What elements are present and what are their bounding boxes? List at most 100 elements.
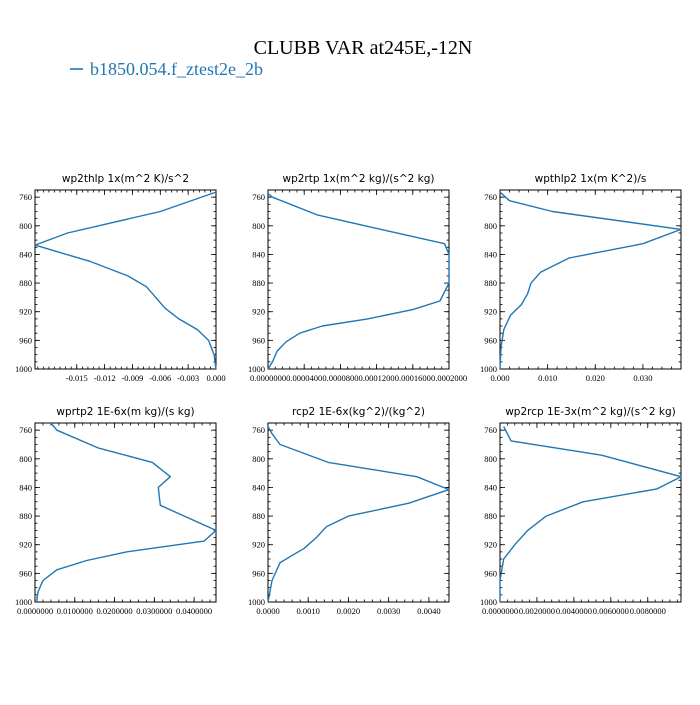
y-tick-label: 800	[484, 221, 497, 231]
x-tick-label: 0.000	[490, 373, 509, 383]
panel-title: wp2rcp 1E-3x(m^2 kg)/(s^2 kg)	[505, 406, 676, 418]
y-tick-label: 760	[19, 192, 32, 202]
x-tick-label: 0.0400000	[176, 606, 212, 616]
y-tick-label: 800	[484, 454, 497, 464]
panel-title: rcp2 1E-6x(kg^2)/(kg^2)	[292, 406, 425, 418]
y-tick-label: 880	[484, 278, 497, 288]
legend-label: b1850.054.f_ztest2e_2b	[90, 59, 263, 79]
y-tick-label: 840	[19, 482, 32, 492]
y-tick-label: 840	[484, 249, 497, 259]
x-tick-label: 0.0020	[337, 606, 360, 616]
x-tick-label: 0.0080000	[630, 606, 666, 616]
y-tick-label: 760	[252, 192, 265, 202]
y-tick-label: 880	[484, 511, 497, 521]
x-tick-label: 0.0000400	[286, 373, 322, 383]
panel-4: wprtp2 1E-6x(m kg)/(s kg) 760 800 840 880 920…	[15, 406, 217, 616]
y-tick-label: 760	[252, 425, 265, 435]
x-tick-label: 0.0001600	[395, 373, 431, 383]
y-tick-label: 1000	[15, 364, 32, 374]
y-tick-label: 1000	[248, 597, 265, 607]
y-tick-label: 800	[19, 221, 32, 231]
x-tick-label: 0.0300000	[136, 606, 172, 616]
y-tick-label: 760	[484, 192, 497, 202]
panel-5: rcp2 1E-6x(kg^2)/(kg^2) 760 800 840 880 920 96…	[248, 406, 450, 616]
x-tick-label: 0.0060000	[593, 606, 629, 616]
x-tick-label: 0.000	[206, 373, 225, 383]
x-tick-label: 0.0030	[377, 606, 400, 616]
y-tick-label: 880	[19, 511, 32, 521]
series-line	[36, 422, 217, 602]
panel-6: wp2rcp 1E-3x(m^2 kg)/(s^2 kg) 760 800 840 88…	[480, 406, 682, 616]
y-tick-label: 960	[19, 568, 32, 578]
y-tick-label: 800	[19, 454, 32, 464]
y-tick-label: 840	[252, 249, 265, 259]
chart-title: CLUBB VAR at245E,-12N	[254, 37, 473, 59]
series-line	[267, 193, 450, 370]
y-tick-label: 840	[252, 482, 265, 492]
x-tick-label: 0.0100000	[57, 606, 93, 616]
x-tick-label: 0.0000	[256, 606, 279, 616]
y-tick-label: 760	[484, 425, 497, 435]
y-tick-label: 960	[484, 568, 497, 578]
plot-frame	[499, 422, 682, 603]
y-tick-label: 880	[252, 511, 265, 521]
x-tick-label: -0.003	[177, 373, 199, 383]
y-tick-label: 920	[484, 540, 497, 550]
x-tick-label: 0.0040000	[556, 606, 592, 616]
y-tick-label: 960	[252, 335, 265, 345]
x-tick-label: -0.006	[149, 373, 171, 383]
plot-frame	[34, 422, 217, 603]
x-tick-label: 0.020	[586, 373, 605, 383]
chart-panels: wp2thlp 1x(m^2 K)/s^2 760 800 840 880 920 960 1…	[15, 173, 682, 616]
series-line	[499, 191, 682, 370]
legend: b1850.054.f_ztest2e_2b	[70, 59, 263, 79]
plot-frame	[267, 422, 450, 603]
plot-frame	[34, 189, 217, 370]
series-line	[267, 426, 450, 603]
panel-title: wp2rtp 1x(m^2 kg)/(s^2 kg)	[282, 173, 434, 185]
x-tick-label: 0.0000000	[482, 606, 518, 616]
plot-frame	[499, 189, 682, 370]
y-tick-label: 960	[19, 335, 32, 345]
x-tick-label: 0.0000000	[250, 373, 286, 383]
y-tick-label: 800	[252, 221, 265, 231]
panel-2: wp2rtp 1x(m^2 kg)/(s^2 kg) 760 800 840 880 92…	[248, 173, 467, 383]
y-tick-label: 840	[484, 482, 497, 492]
y-tick-label: 960	[484, 335, 497, 345]
y-tick-label: 920	[252, 307, 265, 317]
x-tick-label: 0.0010	[297, 606, 320, 616]
x-tick-label: -0.015	[66, 373, 88, 383]
y-tick-label: 1000	[15, 597, 32, 607]
panel-title: wpthlp2 1x(m K^2)/s	[535, 173, 647, 185]
panel-title: wprtp2 1E-6x(m kg)/(s kg)	[56, 406, 194, 418]
y-tick-label: 960	[252, 568, 265, 578]
panel-3: wpthlp2 1x(m K^2)/s 760 800 840 880 920 960 100…	[480, 173, 682, 383]
x-tick-label: 0.0000800	[322, 373, 358, 383]
x-tick-label: 0.0200000	[96, 606, 132, 616]
y-tick-label: 800	[252, 454, 265, 464]
y-tick-label: 920	[19, 307, 32, 317]
series-line	[34, 191, 217, 370]
y-tick-label: 920	[484, 307, 497, 317]
x-tick-label: 0.010	[538, 373, 557, 383]
plot-frame	[267, 189, 450, 370]
x-tick-label: 0.0040	[417, 606, 440, 616]
y-tick-label: 1000	[480, 597, 497, 607]
x-tick-label: 0.0002000	[431, 373, 467, 383]
y-tick-label: 840	[19, 249, 32, 259]
y-tick-label: 880	[19, 278, 32, 288]
x-tick-label: -0.009	[121, 373, 143, 383]
x-tick-label: 0.030	[633, 373, 652, 383]
x-tick-label: -0.012	[94, 373, 116, 383]
y-tick-label: 920	[252, 540, 265, 550]
y-tick-label: 920	[19, 540, 32, 550]
x-tick-label: 0.0001200	[359, 373, 395, 383]
panel-1: wp2thlp 1x(m^2 K)/s^2 760 800 840 880 920 960 1…	[15, 173, 226, 383]
y-tick-label: 1000	[480, 364, 497, 374]
x-tick-label: 0.0000000	[17, 606, 53, 616]
y-tick-label: 1000	[248, 364, 265, 374]
y-tick-label: 880	[252, 278, 265, 288]
x-tick-label: 0.0020000	[519, 606, 555, 616]
